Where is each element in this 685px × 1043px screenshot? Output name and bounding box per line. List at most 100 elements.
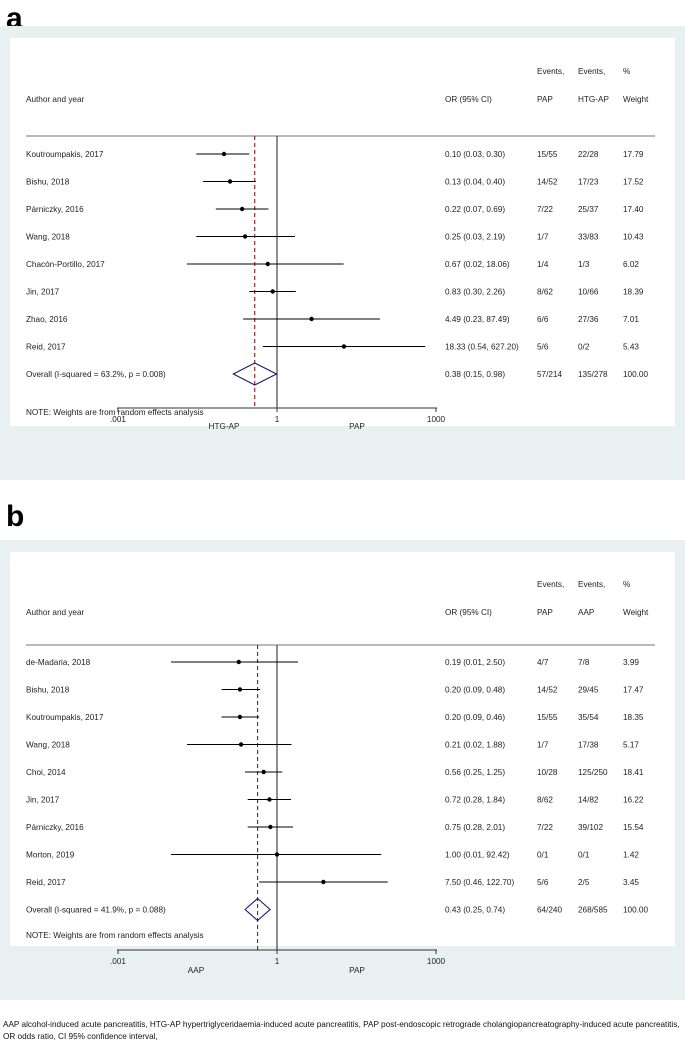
study-events-1: 5/6 xyxy=(537,878,549,887)
study-events-1: 14/52 xyxy=(537,686,558,695)
favours-left-label: HTG-AP xyxy=(209,422,240,431)
header-events-2-bottom: HTG-AP xyxy=(578,95,609,104)
study-or-ci-value: 0.22 (0.07, 0.69) xyxy=(445,205,505,214)
forest-plot-a: Author and year OR (95% CI) Events, PAP Even… xyxy=(26,67,655,431)
study-label: Párniczky, 2016 xyxy=(26,823,84,832)
study-or-ci-value: 0.72 (0.28, 1.84) xyxy=(445,796,505,805)
study-weight: 1.42 xyxy=(623,851,639,860)
study-events-2: 125/250 xyxy=(578,768,608,777)
header-events-1-top: Events, xyxy=(537,580,564,589)
study-events-2: 0/1 xyxy=(578,851,590,860)
header-events-2-bottom: AAP xyxy=(578,608,595,617)
study-label: Reid, 2017 xyxy=(26,878,66,887)
study-events-2: 27/36 xyxy=(578,315,599,324)
overall-diamond xyxy=(244,897,271,922)
study-weight: 5.43 xyxy=(623,343,639,352)
study-or-ci-value: 0.67 (0.02, 18.06) xyxy=(445,260,510,269)
plot-area-b xyxy=(10,552,675,946)
study-label: Bishu, 2018 xyxy=(26,178,70,187)
header-events-2-top: Events, xyxy=(578,580,605,589)
study-events-2: 17/38 xyxy=(578,741,599,750)
figure-footnote: AAP alcohol-induced acute pancreatitis, … xyxy=(3,1020,680,1041)
study-or-ci-value: 0.56 (0.25, 1.25) xyxy=(445,768,505,777)
study-or-ci-value: 7.50 (0.46, 122.70) xyxy=(445,878,514,887)
study-events-1: 1/7 xyxy=(537,233,549,242)
study-label: Chacón-Portillo, 2017 xyxy=(26,260,105,269)
study-point-estimate xyxy=(239,206,245,212)
study-weight: 18.41 xyxy=(623,768,644,777)
study-label: Choi, 2014 xyxy=(26,768,66,777)
study-label: Bishu, 2018 xyxy=(26,686,70,695)
study-weight: 3.45 xyxy=(623,878,639,887)
study-events-2: 22/28 xyxy=(578,150,599,159)
study-point-estimate xyxy=(309,316,314,322)
forest-plot-b: Author and year OR (95% CI) Events, PAP Even… xyxy=(26,580,655,975)
study-events-1: 4/7 xyxy=(537,658,549,667)
study-events-2: 33/83 xyxy=(578,233,599,242)
study-events-1: 8/62 xyxy=(537,288,553,297)
study-weight: 17.47 xyxy=(623,686,644,695)
study-events-2: 1/3 xyxy=(578,260,590,269)
header-weight-bottom: Weight xyxy=(623,95,649,104)
study-or-ci-value: 0.20 (0.09, 0.48) xyxy=(445,686,505,695)
study-weight: 6.02 xyxy=(623,260,639,269)
study-weight: 17.79 xyxy=(623,150,644,159)
overall-events-1: 57/214 xyxy=(537,370,562,379)
study-events-1: 7/22 xyxy=(537,823,553,832)
study-label: Reid, 2017 xyxy=(26,343,66,352)
x-axis-tick-label: .001 xyxy=(110,957,126,966)
study-events-1: 15/55 xyxy=(537,150,558,159)
study-or-ci-value: 1.00 (0.01, 92.42) xyxy=(445,851,510,860)
study-weight: 18.35 xyxy=(623,713,644,722)
header-or-ci: OR (95% CI) xyxy=(445,95,492,104)
study-weight: 16.22 xyxy=(623,796,644,805)
study-or-ci-value: 0.21 (0.02, 1.88) xyxy=(445,741,505,750)
study-or-ci-value: 0.75 (0.28, 2.01) xyxy=(445,823,505,832)
study-label: Koutroumpakis, 2017 xyxy=(26,150,104,159)
weights-note: NOTE: Weights are from random effects an… xyxy=(26,931,204,940)
study-events-1: 1/4 xyxy=(537,260,549,269)
x-axis-tick-label: 1 xyxy=(275,957,280,966)
panel-label-b: b xyxy=(6,500,25,533)
study-events-2: 7/8 xyxy=(578,658,590,667)
overall-events-2: 135/278 xyxy=(578,370,608,379)
study-label: Koutroumpakis, 2017 xyxy=(26,713,104,722)
header-weight-bottom: Weight xyxy=(623,608,649,617)
overall-events-1: 64/240 xyxy=(537,906,562,915)
study-point-estimate xyxy=(238,742,244,747)
forest-plot-panel-b: Author and year OR (95% CI) Events, PAP Even… xyxy=(0,540,685,1000)
study-or-ci-value: 0.13 (0.04, 0.40) xyxy=(445,178,505,187)
study-or-ci-value: 0.20 (0.09, 0.46) xyxy=(445,713,505,722)
overall-label: Overall (I-squared = 63.2%, p = 0.008) xyxy=(26,370,166,379)
favours-right-label: PAP xyxy=(349,422,365,431)
study-weight: 5.17 xyxy=(623,741,639,750)
overall-diamond xyxy=(232,362,278,386)
study-point-estimate xyxy=(227,179,233,184)
study-or-ci-value: 0.25 (0.03, 2.19) xyxy=(445,233,505,242)
study-point-estimate xyxy=(237,687,243,692)
overall-weight: 100.00 xyxy=(623,370,648,379)
study-or-ci-value: 18.33 (0.54, 627.20) xyxy=(445,343,519,352)
study-point-estimate xyxy=(270,289,275,294)
header-or-ci: OR (95% CI) xyxy=(445,608,492,617)
study-point-estimate xyxy=(267,797,272,802)
study-events-1: 8/62 xyxy=(537,796,553,805)
study-label: de-Madaria, 2018 xyxy=(26,658,91,667)
study-or-ci-value: 0.19 (0.01, 2.50) xyxy=(445,658,505,667)
study-label: Párniczky, 2016 xyxy=(26,205,84,214)
header-author-year: Author and year xyxy=(26,95,85,104)
study-events-2: 14/82 xyxy=(578,796,599,805)
study-events-1: 0/1 xyxy=(537,851,549,860)
study-point-estimate xyxy=(242,234,248,239)
header-events-2-top: Events, xyxy=(578,67,605,76)
study-weight: 3.99 xyxy=(623,658,639,667)
forest-plot-panel-a: Author and year OR (95% CI) Events, PAP Even… xyxy=(0,26,685,480)
study-point-estimate xyxy=(321,879,326,885)
header-weight-top: % xyxy=(623,580,630,589)
study-or-ci-value: 0.10 (0.03, 0.30) xyxy=(445,150,505,159)
study-events-2: 17/23 xyxy=(578,178,599,187)
study-events-2: 2/5 xyxy=(578,878,590,887)
study-events-1: 10/28 xyxy=(537,768,558,777)
plot-area-a xyxy=(10,38,675,426)
study-events-1: 5/6 xyxy=(537,343,549,352)
